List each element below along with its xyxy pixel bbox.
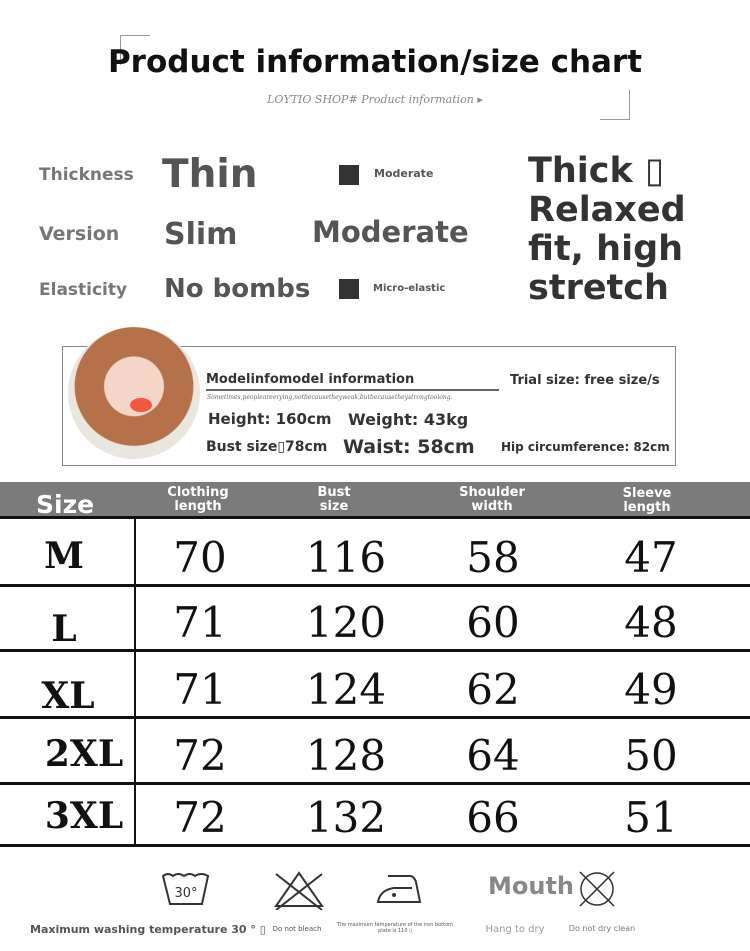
- measurement-cell: 50: [624, 731, 678, 780]
- elasticity-micro: Micro-elastic: [373, 283, 446, 294]
- model-weight: Weight: 43kg: [348, 410, 469, 429]
- table-divider: [0, 649, 750, 652]
- version-relaxed: Relaxed fit, high stretch: [528, 190, 686, 308]
- thickness-thin: Thin: [162, 152, 258, 197]
- size-cell: L: [51, 608, 77, 650]
- measurement-cell: 124: [305, 665, 387, 714]
- version-label: Version: [39, 223, 120, 245]
- measurement-cell: 70: [173, 533, 227, 582]
- size-cell: XL: [41, 675, 95, 717]
- size-cell: M: [44, 535, 84, 577]
- model-height: Height: 160cm: [208, 410, 332, 428]
- page-title: Product information/size chart: [107, 44, 643, 80]
- bleach-label: Do not bleach: [272, 925, 322, 933]
- thick-relaxed-text: Thick ▯ Relaxed fit, high stretch: [528, 152, 728, 308]
- measurement-cell: 47: [624, 533, 678, 582]
- measurement-cell: 62: [466, 665, 520, 714]
- thickness-thick: Thick ▯: [528, 151, 665, 191]
- size-cell: 2XL: [44, 733, 124, 775]
- table-divider: [0, 782, 750, 785]
- model-info-box: [62, 346, 676, 466]
- measurement-cell: 120: [305, 598, 387, 647]
- wash-symbol-text: 30°: [174, 886, 197, 901]
- wash-30-icon: 30°: [161, 873, 210, 905]
- measurement-cell: 72: [173, 731, 227, 780]
- measurement-cell: 64: [466, 731, 520, 780]
- model-hip: Hip circumference: 82cm: [501, 440, 670, 454]
- page-subtitle: LOYTIO SHOP# Product information ▸: [267, 93, 483, 106]
- mouth-text: Mouth: [488, 872, 575, 900]
- header-size: Size: [36, 490, 95, 519]
- version-slim: Slim: [164, 217, 238, 252]
- size-cell: 3XL: [44, 795, 124, 837]
- model-waist: Waist: 58cm: [343, 436, 475, 458]
- model-bust: Bust size▯78cm: [206, 439, 328, 455]
- no-bleach-icon: [274, 871, 324, 910]
- dry-clean-label: Do not dry clean: [568, 924, 636, 933]
- selected-marker: [339, 165, 359, 185]
- measurement-cell: 51: [624, 793, 678, 842]
- measurement-cell: 48: [624, 598, 678, 647]
- table-divider: [0, 516, 750, 519]
- elasticity-no-bombs: No bombs: [164, 274, 311, 304]
- measurement-cell: 71: [173, 665, 227, 714]
- model-photo: [68, 327, 200, 459]
- iron-label: The maximum temperature of the iron bott…: [336, 922, 454, 934]
- trial-size: Trial size: free size/s: [510, 373, 660, 388]
- selected-marker: [339, 279, 359, 299]
- no-dry-clean-icon: [579, 871, 615, 907]
- measurement-cell: 49: [624, 665, 678, 714]
- header-clothing-length: Clothing length: [167, 485, 229, 514]
- measurement-cell: 132: [305, 793, 387, 842]
- elasticity-label: Elasticity: [39, 280, 128, 300]
- table-divider: [0, 584, 750, 587]
- wash-label: Maximum washing temperature 30 ° ▯: [30, 923, 266, 936]
- measurement-cell: 60: [466, 598, 520, 647]
- model-tagline: Sometimes,peopleareerying,notbecausethey…: [207, 394, 453, 401]
- header-sleeve-length: Sleeve length: [622, 486, 672, 515]
- measurement-cell: 66: [466, 793, 520, 842]
- corner-decoration: [600, 90, 630, 120]
- measurement-cell: 72: [173, 793, 227, 842]
- header-bust-size: Bust size: [317, 485, 351, 514]
- model-heading: Modelinfomodel information: [206, 372, 499, 391]
- measurement-cell: 58: [466, 533, 520, 582]
- version-moderate: Moderate: [312, 215, 469, 249]
- table-divider-vertical: [134, 518, 136, 846]
- corner-decoration: [120, 35, 150, 65]
- size-table-header: [0, 482, 750, 518]
- iron-icon: [376, 875, 422, 903]
- table-divider: [0, 716, 750, 719]
- measurement-cell: 71: [173, 598, 227, 647]
- thickness-label: Thickness: [39, 165, 134, 185]
- thickness-moderate: Moderate: [374, 167, 434, 180]
- header-shoulder-width: Shoulder width: [459, 485, 525, 514]
- measurement-cell: 128: [305, 731, 387, 780]
- model-photo-lips: [130, 398, 152, 412]
- dry-label: Hang to dry: [485, 924, 545, 935]
- table-divider: [0, 844, 750, 847]
- measurement-cell: 116: [305, 533, 387, 582]
